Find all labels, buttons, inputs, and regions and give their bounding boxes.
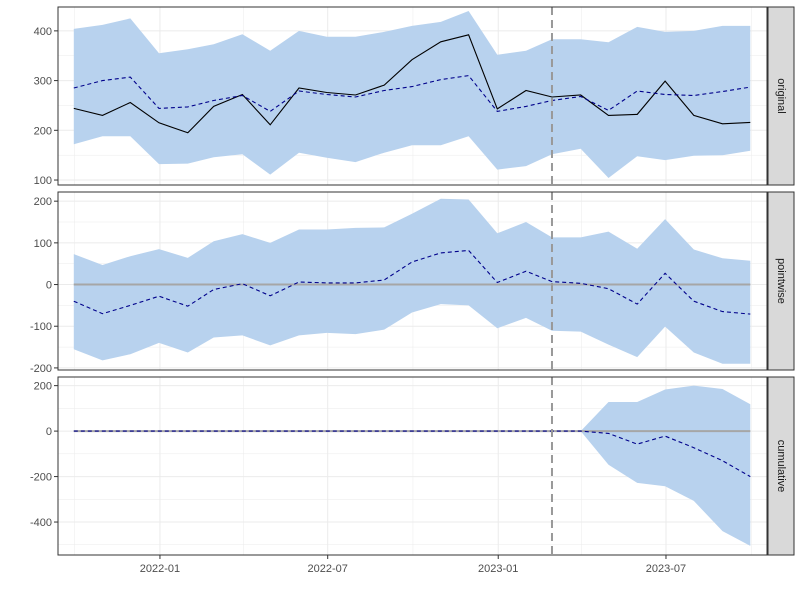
strip-box — [767, 6, 795, 186]
panel-cumulative: -400 -200 0 200 cumulative — [30, 376, 795, 556]
y-tick-label: 300 — [34, 76, 52, 88]
y-tick-label: 400 — [34, 26, 52, 38]
panel-pointwise: -200 -100 0 100 200 pointwise — [30, 191, 795, 375]
x-tick-label: 2022-07 — [308, 563, 348, 575]
panel-original: 100 200 300 400 original — [34, 6, 795, 187]
observed-line — [73, 34, 751, 134]
y-tick-label: -400 — [30, 517, 52, 529]
y-tick-label: 200 — [34, 125, 52, 137]
y-tick-label: -200 — [30, 472, 52, 484]
y-tick-label: 0 — [46, 280, 52, 292]
prediction-line — [73, 75, 751, 113]
x-tick-label: 2023-01 — [478, 563, 518, 575]
y-tick-label: 0 — [46, 426, 52, 438]
interval-band — [73, 198, 751, 364]
strip-box — [767, 376, 795, 556]
y-tick-label: 200 — [34, 381, 52, 393]
x-axis: 2022-01 2022-07 2023-01 2023-07 — [140, 555, 686, 575]
y-tick-label: 100 — [34, 238, 52, 250]
interval-band — [73, 385, 751, 546]
strip-label: pointwise — [775, 258, 787, 304]
x-tick-label: 2022-01 — [140, 563, 180, 575]
prediction-line — [73, 249, 751, 315]
panel-border — [57, 6, 768, 186]
y-tick-label: 200 — [34, 196, 52, 208]
strip-label: cumulative — [775, 440, 787, 493]
y-tick-label: -200 — [30, 363, 52, 375]
x-tick-label: 2023-07 — [646, 563, 686, 575]
y-tick-label: 100 — [34, 175, 52, 187]
interval-band — [73, 11, 751, 178]
strip-label: original — [775, 78, 787, 113]
panel-border — [57, 191, 768, 371]
chart-panels: 100 200 300 400 original -200 -100 0 100 200 point… — [30, 6, 795, 556]
panel-border — [57, 376, 768, 556]
y-tick-label: -100 — [30, 321, 52, 333]
strip-box — [767, 191, 795, 371]
prediction-line — [73, 430, 751, 478]
